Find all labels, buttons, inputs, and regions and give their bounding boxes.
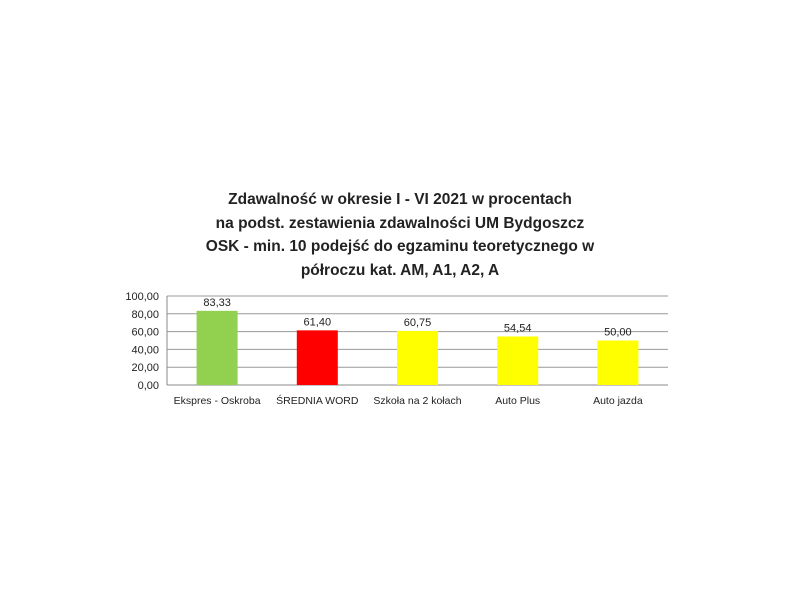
x-tick-label: ŚREDNIA WORD [276,394,359,407]
x-tick-label: Auto jazda [593,395,643,407]
chart-title-line: OSK - min. 10 podejść do egzaminu teoret… [205,238,595,255]
chart-title-line: na podst. zestawienia zdawalności UM Byd… [215,214,585,232]
data-label: 54,54 [504,322,532,334]
y-tick-label: 20,00 [131,362,159,374]
x-tick-label: Ekspres - Oskroba [174,395,261,407]
data-label: 83,33 [203,297,231,309]
data-label: 60,75 [404,317,432,329]
bar [196,310,238,385]
y-tick-label: 100,00 [125,291,159,303]
x-tick-label: Szkoła na 2 kołach [373,395,461,407]
bar [296,330,338,385]
y-tick-label: 0,00 [138,380,159,392]
y-tick-label: 60,00 [131,327,159,339]
data-label: 50,00 [604,327,632,339]
x-tick-label: Auto Plus [495,395,540,407]
bar [597,340,639,385]
data-label: 61,40 [304,316,332,328]
bar [497,336,539,385]
y-tick-label: 80,00 [131,309,159,321]
y-tick-label: 40,00 [131,344,159,356]
chart-title: Zdawalność w okresie I - VI 2021 w proce… [0,188,800,282]
chart-title-line: półroczu kat. AM, A1, A2, A [300,261,500,279]
bar [397,330,438,385]
chart-title-line: Zdawalność w okresie I - VI 2021 w proce… [228,191,572,208]
